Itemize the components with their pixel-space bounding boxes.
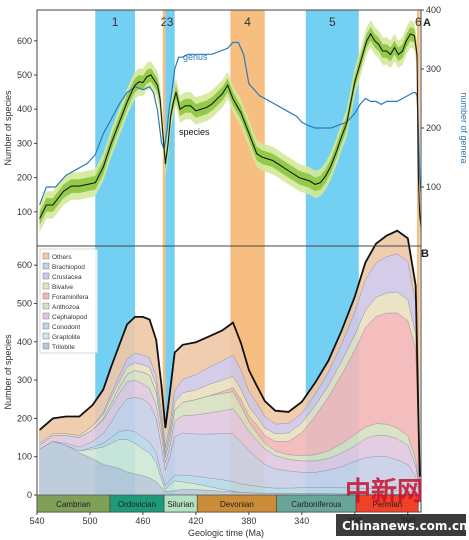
y2-tick-label: 200 bbox=[426, 123, 441, 133]
period-label-carboniferous: Carboniferous bbox=[291, 500, 341, 509]
band-label-5: 5 bbox=[329, 15, 336, 29]
y2-tick-label: 400 bbox=[426, 5, 441, 15]
panel-b-y-label: Number of species bbox=[3, 334, 13, 410]
panel-a-lines bbox=[39, 32, 422, 226]
legend-swatch bbox=[42, 272, 50, 280]
legend-entry: Crustacea bbox=[52, 274, 82, 281]
period-permian bbox=[355, 494, 419, 513]
panel-a-y2-ticks: 100 200 300 400 bbox=[421, 5, 441, 192]
panel-a-y-label: Number of species bbox=[3, 90, 13, 166]
panel-b-stacked-areas bbox=[39, 229, 421, 496]
species-line bbox=[39, 32, 422, 226]
species-envelope-inner bbox=[39, 27, 421, 233]
b-y-tick-label: 200 bbox=[17, 413, 32, 423]
legend-entry: Graptolite bbox=[52, 334, 81, 341]
panel-a-y-ticks: 100 200 300 400 500 600 bbox=[17, 36, 37, 217]
legend-swatch bbox=[42, 282, 50, 290]
b-y-tick-label: 100 bbox=[17, 452, 32, 462]
y-tick-label: 100 bbox=[17, 207, 32, 217]
legend-swatch bbox=[42, 342, 50, 350]
legend-entry: Foraminifera bbox=[52, 294, 89, 301]
legend: Others Brachiopod Crustacea Bivalve Foramini… bbox=[39, 248, 99, 354]
y-tick-label: 500 bbox=[17, 70, 32, 80]
band-label-4: 4 bbox=[244, 15, 251, 29]
x-tick-label: 420 bbox=[188, 516, 203, 526]
legend-entry: Conodont bbox=[52, 324, 80, 331]
watermark: 中新网 Chinanews.com.cn bbox=[336, 476, 468, 536]
b-y-tick-label: 0 bbox=[27, 490, 32, 500]
legend-swatch bbox=[42, 252, 50, 260]
watermark-chinese: 中新网 bbox=[345, 476, 423, 507]
x-tick-label: 500 bbox=[82, 516, 97, 526]
legend-swatch bbox=[42, 302, 50, 310]
species-envelope-outer bbox=[39, 20, 421, 240]
legend-entry: Trilobite bbox=[52, 344, 75, 351]
legend-entry: Cephalopod bbox=[52, 314, 87, 321]
band-b-2 bbox=[162, 246, 166, 495]
band-a-2 bbox=[162, 10, 166, 246]
panel-a-y2-label: number of genera bbox=[459, 92, 469, 163]
y2-tick-label: 300 bbox=[426, 64, 441, 74]
period-label-permian: Permian bbox=[372, 500, 402, 509]
period-label-devonian: Devonian bbox=[220, 500, 254, 509]
x-tick-label: 460 bbox=[135, 516, 150, 526]
watermark-url-bg bbox=[336, 514, 466, 536]
x-tick-label: 340 bbox=[294, 516, 309, 526]
period-bar: Cambrian Ordovician Silurian Devonian Carbon… bbox=[36, 494, 419, 513]
species-series-label: species bbox=[179, 127, 210, 137]
legend-box bbox=[39, 248, 99, 354]
panel-b: Cambrian Ordovician Silurian Devonian Carbon… bbox=[3, 229, 429, 538]
panel-b-letter: B bbox=[421, 248, 429, 260]
legend-swatch bbox=[42, 292, 50, 300]
band-label-2: 2 bbox=[161, 15, 168, 29]
watermark-url: Chinanews.com.cn bbox=[342, 519, 468, 533]
legend-swatch bbox=[42, 312, 50, 320]
y2-tick-label: 100 bbox=[426, 182, 441, 192]
genus-series-label: genus bbox=[183, 52, 208, 62]
b-y-tick-label: 300 bbox=[17, 375, 32, 385]
total-outline bbox=[39, 229, 421, 477]
legend-swatch bbox=[42, 332, 50, 340]
x-axis-label: Geologic time (Ma) bbox=[188, 528, 264, 538]
b-y-tick-label: 500 bbox=[17, 298, 32, 308]
y-tick-label: 400 bbox=[17, 104, 32, 114]
y-tick-label: 300 bbox=[17, 138, 32, 148]
band-label-3: 3 bbox=[167, 15, 174, 29]
genus-line bbox=[39, 41, 422, 205]
species-envelope bbox=[39, 20, 421, 240]
panel-b-y-ticks: 0 100 200 300 400 500 600 bbox=[17, 260, 37, 500]
legend-entry: Anthozoa bbox=[52, 304, 80, 311]
band-label-1: 1 bbox=[112, 15, 119, 29]
period-label-ordovician: Ordovician bbox=[118, 500, 156, 509]
panel-a-letter: A bbox=[423, 17, 431, 29]
band-label-6: 6 bbox=[415, 15, 422, 29]
legend-entry: Brachiopod bbox=[52, 264, 85, 271]
x-tick-label: 380 bbox=[241, 516, 256, 526]
x-tick-label: 540 bbox=[29, 516, 44, 526]
b-y-tick-label: 600 bbox=[17, 260, 32, 270]
y-tick-label: 600 bbox=[17, 36, 32, 46]
legend-swatch bbox=[42, 262, 50, 270]
y-tick-label: 200 bbox=[17, 173, 32, 183]
period-label-silurian: Silurian bbox=[167, 500, 194, 509]
period-label-cambrian: Cambrian bbox=[56, 500, 91, 509]
band-b-3 bbox=[165, 246, 175, 495]
legend-entry: Others bbox=[52, 254, 72, 261]
legend-swatch bbox=[42, 322, 50, 330]
b-y-tick-label: 400 bbox=[17, 337, 32, 347]
legend-entry: Bivalve bbox=[52, 284, 73, 291]
